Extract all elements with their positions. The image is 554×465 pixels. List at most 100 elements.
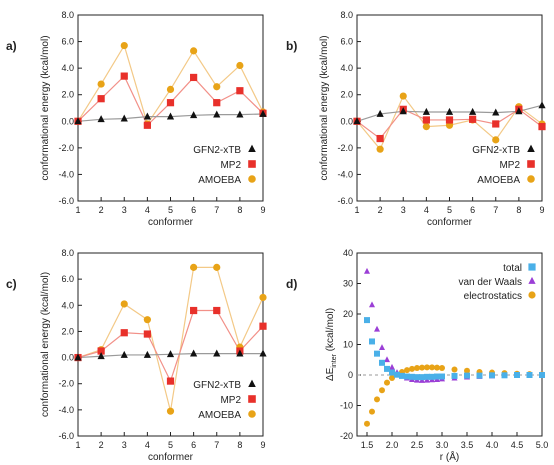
y-axis-label: conformational energy (kcal/mol) [319, 35, 330, 180]
y-tick-label: 30 [343, 279, 353, 289]
data-point [364, 420, 370, 427]
data-point [236, 87, 244, 95]
data-point [236, 110, 244, 118]
y-tick-label: 20 [343, 309, 353, 319]
data-point [414, 374, 420, 381]
panel-label: a) [6, 39, 17, 53]
data-point [384, 365, 390, 372]
data-point [97, 347, 105, 355]
x-tick-label: 4.0 [486, 440, 499, 450]
x-tick-label: 1.5 [361, 440, 374, 450]
data-point [389, 363, 395, 370]
data-point [374, 350, 380, 357]
y-tick-label: 0 [348, 370, 353, 380]
data-point [364, 317, 370, 324]
data-point [538, 101, 546, 109]
panel-label: b) [286, 39, 297, 53]
x-tick-label: 7 [214, 205, 219, 215]
data-point [489, 372, 495, 379]
data-point [190, 73, 198, 82]
data-point [394, 371, 400, 378]
y-tick-label: 6.0 [61, 274, 74, 284]
data-point [374, 396, 380, 403]
data-point [429, 373, 435, 380]
data-point [97, 95, 105, 103]
data-point [143, 330, 151, 338]
x-tick-label: 1 [354, 205, 359, 215]
y-tick-label: 2.0 [61, 326, 74, 336]
data-point [379, 359, 385, 366]
data-point [369, 408, 375, 415]
data-point [469, 115, 477, 123]
data-point [514, 372, 520, 378]
legend-marker [527, 160, 535, 168]
x-tick-label: 6 [191, 205, 196, 215]
data-point [190, 263, 198, 271]
data-point [213, 306, 221, 315]
legend-marker [248, 379, 256, 388]
x-tick-label: 3.0 [436, 440, 449, 450]
y-tick-label: 6.0 [61, 37, 74, 47]
x-tick-label: 4 [424, 205, 429, 215]
x-axis-label: conformer [148, 217, 194, 228]
y-tick-label: -2.0 [337, 143, 353, 153]
data-point [143, 316, 151, 324]
data-point [259, 349, 267, 357]
legend-marker [528, 276, 536, 284]
data-point [120, 350, 128, 358]
x-tick-label: 1 [75, 205, 80, 215]
data-point [414, 364, 420, 371]
data-point [539, 372, 545, 378]
data-point [166, 112, 175, 120]
data-point [376, 145, 384, 153]
data-point [451, 372, 458, 379]
legend-label: electrostatics [464, 291, 522, 302]
data-point [399, 92, 407, 100]
x-axis-label: conformer [427, 217, 473, 228]
data-point [236, 349, 244, 357]
data-point [166, 350, 175, 358]
legend-label: total [503, 263, 522, 274]
x-tick-label: 4 [145, 440, 150, 450]
data-point [419, 364, 425, 371]
y-tick-label: -6.0 [58, 196, 74, 206]
y-tick-label: 4.0 [340, 63, 353, 73]
data-point [515, 107, 523, 115]
data-point [143, 350, 151, 358]
legend-label: MP2 [220, 395, 241, 406]
x-tick-label: 5 [447, 205, 452, 215]
legend-label: AMOEBA [477, 175, 520, 186]
y-tick-label: -4.0 [58, 169, 74, 179]
data-point [376, 134, 384, 143]
panel-2: b) -6.0 -4.0 -2.0 0.0 2.0 4.0 6.0 8.0 1 2 3 4 5 6 7 8 9 co… [286, 10, 546, 228]
data-point [464, 372, 470, 379]
y-axis-label: conformational energy (kcal/mol) [40, 35, 51, 180]
data-point [389, 369, 395, 376]
data-point [120, 41, 128, 50]
data-point [74, 117, 82, 125]
data-point [399, 107, 407, 115]
data-point [120, 72, 128, 80]
data-point [143, 112, 151, 120]
data-point [213, 263, 221, 271]
legend-label: GFN2-xTB [193, 145, 241, 156]
data-point [259, 293, 267, 302]
y-axis-label: conformational energy (kcal/mol) [40, 272, 51, 417]
data-point [166, 377, 175, 385]
panel-label: d) [286, 277, 297, 291]
x-tick-label: 5 [168, 205, 173, 215]
data-point [409, 373, 415, 380]
data-point [439, 373, 445, 380]
panel-3: c) -6.0 -4.0 -2.0 0.0 2.0 4.0 6.0 8.0 1 2 3 4 5 6 7 8 9 co… [6, 248, 267, 463]
x-axis-label: conformer [148, 452, 194, 463]
y-tick-label: -6.0 [58, 431, 74, 441]
data-point [166, 85, 175, 93]
legend-label: GFN2-xTB [472, 145, 520, 156]
data-point [120, 114, 128, 122]
data-point [364, 267, 370, 274]
data-point [384, 356, 390, 363]
y-tick-label: 8.0 [61, 10, 74, 20]
x-tick-label: 4 [145, 205, 150, 215]
x-axis-label: r (Å) [440, 450, 459, 463]
x-tick-label: 3 [122, 205, 127, 215]
